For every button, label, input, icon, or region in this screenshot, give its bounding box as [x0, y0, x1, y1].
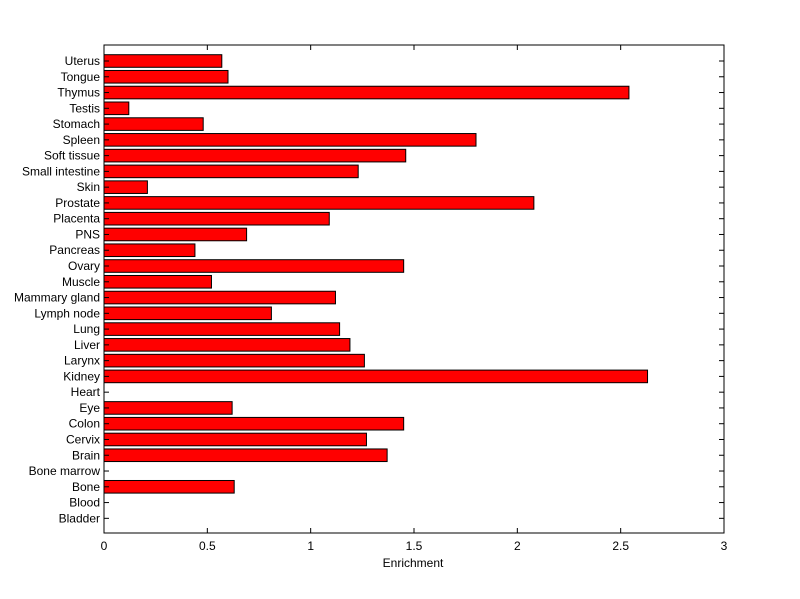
x-tick-label: 0: [101, 539, 108, 553]
bar-thymus: [103, 85, 630, 100]
y-tick-label: PNS: [75, 227, 100, 241]
bar-brain: [103, 448, 388, 463]
y-tick-label: Muscle: [62, 275, 100, 289]
bar-ovary: [103, 259, 405, 273]
y-tick-label: Blood: [69, 496, 100, 510]
bar-lung: [103, 322, 341, 336]
y-tick-label: Testis: [69, 101, 100, 115]
y-tick-label: Kidney: [63, 369, 100, 383]
bar-colon: [103, 416, 405, 431]
bar-skin: [103, 180, 148, 194]
y-tick-label: Bladder: [59, 511, 100, 525]
bars-group: [103, 54, 649, 494]
y-tick-label: Lung: [73, 322, 100, 336]
bar-lymph-node: [103, 306, 272, 321]
x-tick-label: 1.5: [406, 539, 423, 553]
bar-pancreas: [103, 243, 196, 258]
y-tick-label: Ovary: [68, 259, 100, 273]
y-tick-label: Mammary gland: [14, 291, 100, 305]
bar-soft-tissue: [103, 148, 407, 163]
bar-larynx: [103, 353, 365, 368]
y-tick-label: Thymus: [57, 86, 100, 100]
y-tick-label: Brain: [72, 448, 100, 462]
bar-prostate: [103, 196, 535, 210]
y-tick-label: Pancreas: [49, 243, 100, 257]
bar-mammary-gland: [103, 290, 336, 305]
y-tick-label: Placenta: [53, 212, 100, 226]
bar-cervix: [103, 432, 367, 447]
y-tick-label: Cervix: [66, 432, 100, 446]
x-tick-label: 2: [514, 539, 521, 553]
x-axis-label: Enrichment: [383, 556, 444, 570]
y-tick-label: Eye: [79, 401, 100, 415]
x-tick-label: 3: [721, 539, 728, 553]
y-tick-label: Lymph node: [34, 306, 100, 320]
bar-liver: [103, 338, 351, 352]
y-tick-label: Stomach: [53, 117, 100, 131]
y-tick-label: Colon: [69, 417, 100, 431]
bar-uterus: [103, 54, 223, 68]
x-tick-label: 1: [307, 539, 314, 553]
x-tick-label: 2.5: [612, 539, 629, 553]
y-tick-label: Heart: [71, 385, 101, 399]
y-tick-label: Small intestine: [22, 164, 100, 178]
y-tick-label: Spleen: [63, 133, 100, 147]
y-tick-label: Liver: [74, 338, 100, 352]
y-tick-label: Soft tissue: [44, 149, 100, 163]
bar-small-intestine: [103, 164, 359, 179]
bar-stomach: [103, 117, 204, 131]
bar-spleen: [103, 133, 477, 147]
bar-tongue: [103, 69, 229, 84]
x-axis: 0 0.5 1 1.5 2 2.5 3: [101, 45, 728, 553]
y-tick-label: Tongue: [61, 70, 101, 84]
y-tick-label: Larynx: [64, 354, 100, 368]
bar-kidney: [103, 369, 649, 384]
y-tick-label: Bone: [72, 480, 100, 494]
y-tick-label: Prostate: [55, 196, 100, 210]
bar-pns: [103, 227, 248, 242]
bar-placenta: [103, 211, 330, 226]
bar-bone: [103, 479, 235, 494]
y-tick-label: Uterus: [65, 54, 100, 68]
x-tick-label: 0.5: [199, 539, 216, 553]
bar-muscle: [103, 274, 212, 289]
bar-eye: [103, 401, 233, 415]
y-tick-label: Bone marrow: [29, 464, 101, 478]
y-tick-label: Skin: [77, 180, 100, 194]
